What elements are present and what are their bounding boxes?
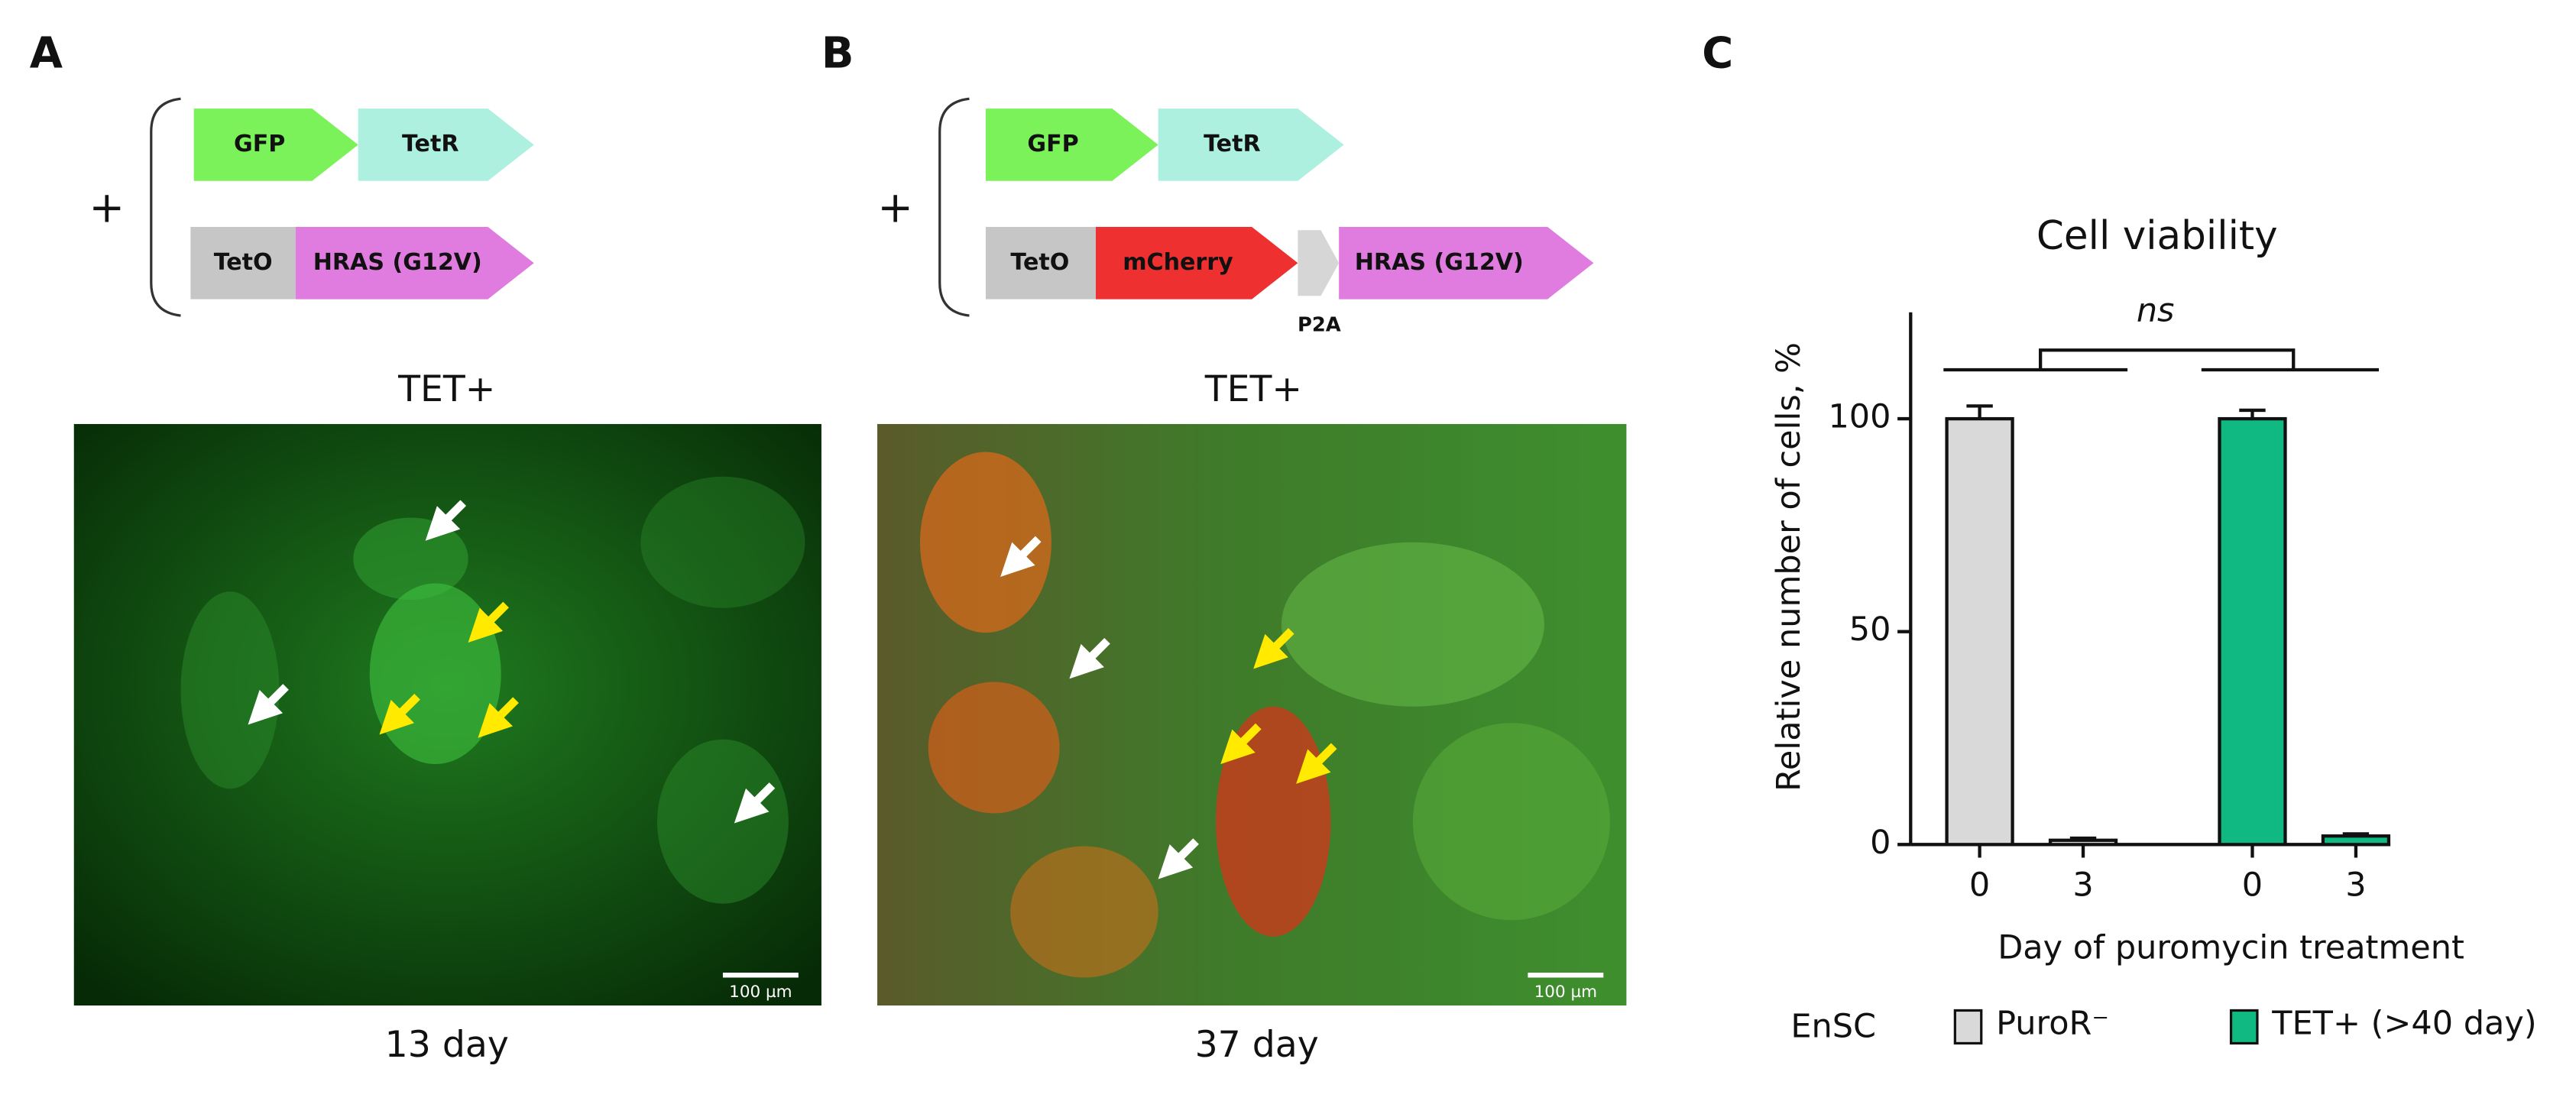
plus: + xyxy=(877,183,913,233)
legend-label: PuroR⁻ xyxy=(1996,1004,2109,1042)
plus: + xyxy=(89,183,125,233)
legend-swatch xyxy=(1953,1009,1983,1045)
gene-arrow xyxy=(1158,108,1344,181)
significance-bracket xyxy=(1943,348,2380,372)
x-axis-label: Day of puromycin treatment xyxy=(1998,928,2464,967)
legend-swatch xyxy=(2229,1009,2259,1045)
micrograph xyxy=(877,423,1627,1006)
panel-label: C xyxy=(1702,29,1733,79)
condition: TET+ xyxy=(397,368,495,410)
caption: 13 day xyxy=(385,1024,509,1066)
annotation: ns xyxy=(2137,291,2175,329)
scale-bar-label: 100 µm xyxy=(729,983,792,1002)
bar xyxy=(2048,838,2118,847)
error-bar xyxy=(2239,408,2266,419)
gene-label: HRAS (G12V) xyxy=(313,249,482,276)
caption: 37 day xyxy=(1195,1024,1319,1066)
gene-label: TetO xyxy=(1010,249,1069,276)
gene-label: TetR xyxy=(1204,131,1260,157)
gene-arrow xyxy=(1298,230,1340,296)
bracket xyxy=(150,97,181,317)
x-tick-label: 0 xyxy=(2242,866,2263,905)
legend-label: TET+ (>40 day) xyxy=(2271,1004,2536,1042)
y-axis-label: Relative number of cells, % xyxy=(1770,342,1808,792)
gene-arrow xyxy=(1339,226,1594,300)
error-bar xyxy=(2342,832,2370,837)
gene-box xyxy=(190,226,296,300)
panel-label: B xyxy=(821,29,854,79)
y-tick-label: 50 xyxy=(1849,610,1891,649)
x-tick-label: 3 xyxy=(2345,866,2366,905)
error-bar xyxy=(2069,836,2097,840)
x-tick-label: 3 xyxy=(2072,866,2093,905)
bar xyxy=(2218,416,2287,847)
gene-label: HRAS (G12V) xyxy=(1355,249,1524,276)
gene-arrow xyxy=(358,108,534,181)
bar xyxy=(1945,416,2014,847)
bracket xyxy=(938,97,970,317)
y-tick-label: 0 xyxy=(1870,824,1891,862)
y-tick-label: 100 xyxy=(1828,398,1891,436)
bar xyxy=(2321,834,2391,847)
micrograph xyxy=(73,423,821,1006)
gene-box xyxy=(985,226,1096,300)
gene-label: TetO xyxy=(214,249,273,276)
gene-label: TetR xyxy=(402,131,458,157)
gene-label: mCherry xyxy=(1123,249,1233,276)
gene-arrow xyxy=(985,108,1158,181)
gene-label: GFP xyxy=(1027,131,1078,157)
gene-label: GFP xyxy=(234,131,285,157)
chart-title: Cell viability xyxy=(2036,213,2278,259)
scale-bar-label: 100 µm xyxy=(1534,983,1597,1002)
condition: TET+ xyxy=(1204,368,1302,410)
gene-label: P2A xyxy=(1298,313,1341,336)
legend-title: EnSC xyxy=(1790,1008,1876,1046)
panel-label: A xyxy=(30,29,63,79)
gene-arrow xyxy=(295,226,534,300)
gene-arrow xyxy=(1095,226,1298,300)
error-bar xyxy=(1966,404,1993,419)
gene-arrow xyxy=(193,108,358,181)
x-tick-label: 0 xyxy=(1969,866,1990,905)
